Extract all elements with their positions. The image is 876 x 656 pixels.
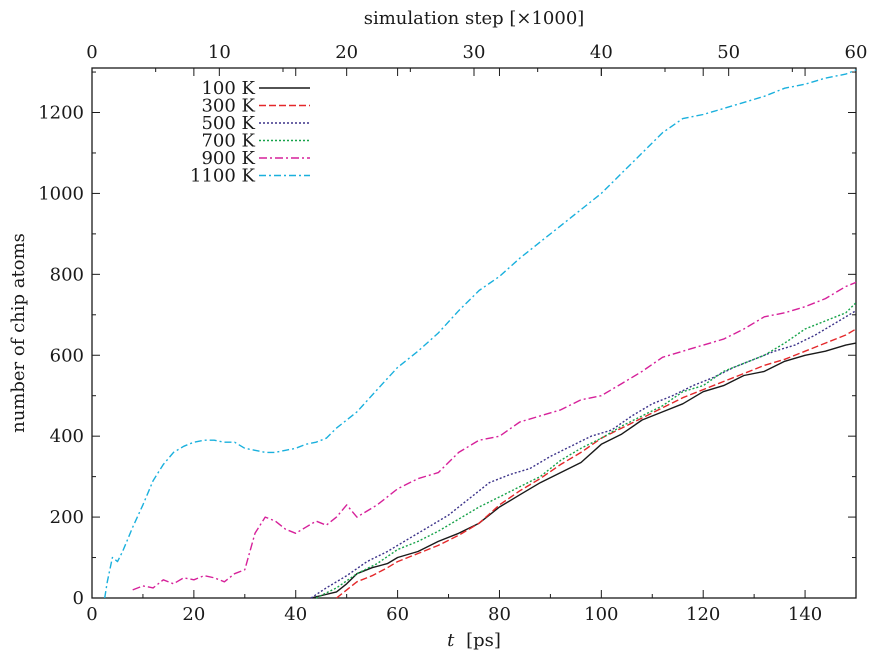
- x2-tick-label: 10: [208, 42, 231, 63]
- y-tick-label: 200: [50, 507, 84, 528]
- legend-label: 100 K: [201, 78, 255, 99]
- x2-tick-label: 60: [845, 42, 868, 63]
- x-tick-label: 80: [488, 604, 511, 625]
- x2-axis-title: simulation step [×1000]: [364, 8, 585, 29]
- x-tick-label: 60: [386, 604, 409, 625]
- legend-label: 900 K: [201, 148, 255, 169]
- x-axis-symbol: t: [447, 630, 455, 651]
- series-line-500-k: [310, 310, 857, 599]
- x2-tick-label: 20: [335, 42, 358, 63]
- y-tick-label: 600: [50, 345, 84, 366]
- series-line-700-k: [315, 302, 857, 599]
- y-axis-title: number of chip atoms: [8, 233, 29, 433]
- legend-label: 700 K: [201, 131, 255, 152]
- x2-tick-label: 40: [590, 42, 613, 63]
- x-tick-label: 140: [788, 604, 822, 625]
- x2-tick-label: 0: [86, 42, 97, 63]
- series-line-100-k: [310, 342, 857, 599]
- x2-tick-label: 30: [463, 42, 486, 63]
- plot-frame: [91, 67, 857, 599]
- x-tick-label: 120: [686, 604, 720, 625]
- x2-tick-label: 50: [717, 42, 740, 63]
- x-tick-label: 40: [284, 604, 307, 625]
- series-lines: [104, 69, 857, 599]
- series-line-900-k: [132, 281, 857, 591]
- y-tick-label: 400: [50, 426, 84, 447]
- x-tick-label: 100: [584, 604, 618, 625]
- x-tick-label: 0: [86, 604, 97, 625]
- y-tick-label: 800: [50, 264, 84, 285]
- y-tick-label: 1200: [38, 103, 84, 124]
- legend-label: 500 K: [201, 113, 255, 134]
- y-tick-label: 1000: [38, 183, 84, 204]
- y-tick-label: 0: [73, 588, 84, 609]
- legend-label: 300 K: [201, 96, 255, 117]
- x-tick-label: 20: [182, 604, 205, 625]
- x-axis-unit: [ps]: [466, 630, 501, 651]
- x-axis-title: t [ps]: [447, 630, 501, 651]
- legend-label: 1100 K: [190, 166, 256, 187]
- series-line-1100-k: [104, 69, 857, 599]
- series-line-300-k: [336, 328, 857, 599]
